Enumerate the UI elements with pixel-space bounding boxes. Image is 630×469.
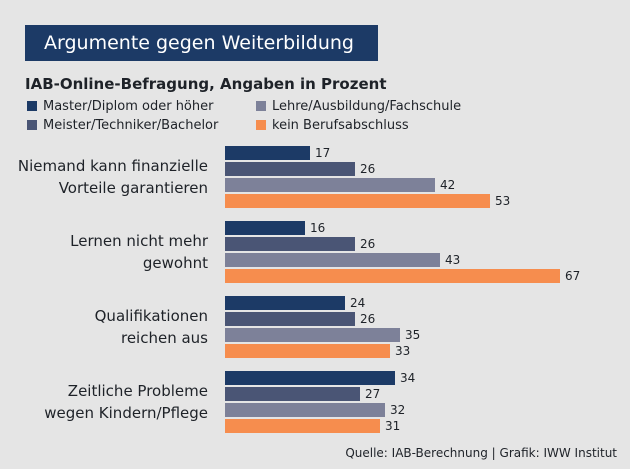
- category-label-line: Zeitliche Probleme: [67, 382, 208, 400]
- data-label: 16: [310, 221, 326, 235]
- bar: [225, 269, 560, 283]
- data-label: 35: [405, 328, 421, 342]
- bar: [225, 253, 440, 267]
- data-label: 27: [365, 387, 381, 401]
- bar: [225, 194, 490, 208]
- bar: [225, 162, 355, 176]
- bar: [225, 419, 380, 433]
- data-label: 32: [390, 403, 406, 417]
- category-label-line: Niemand kann finanzielle: [17, 157, 208, 175]
- bar: [225, 328, 400, 342]
- data-label: 67: [565, 269, 581, 283]
- legend-item: Meister/Techniker/Bachelor: [27, 116, 218, 134]
- legend-swatch: [27, 101, 37, 111]
- data-label: 24: [350, 296, 366, 310]
- data-label: 53: [495, 194, 511, 208]
- data-label: 26: [360, 162, 376, 176]
- category-label: Lernen nicht mehr gewohnt: [70, 230, 208, 274]
- bar: [225, 387, 360, 401]
- legend-item: Lehre/Ausbildung/Fachschule: [256, 97, 461, 115]
- data-label: 42: [440, 178, 456, 192]
- category-label-line: gewohnt: [142, 254, 208, 272]
- bar: [225, 178, 435, 192]
- bar: [225, 221, 305, 235]
- data-label: 43: [445, 253, 461, 267]
- bar: [225, 146, 310, 160]
- bar: [225, 344, 390, 358]
- legend-item: kein Berufsabschluss: [256, 116, 409, 134]
- category-label: Qualifikationen reichen aus: [95, 305, 208, 349]
- source-note: Quelle: IAB-Berechnung | Grafik: IWW Ins…: [345, 446, 617, 460]
- bar: [225, 403, 385, 417]
- chart-title: Argumente gegen Weiterbildung: [25, 25, 378, 61]
- category-label-line: Lernen nicht mehr: [70, 232, 208, 250]
- legend-label: Meister/Techniker/Bachelor: [43, 117, 219, 133]
- data-label: 26: [360, 312, 376, 326]
- data-label: 17: [315, 146, 331, 160]
- bar: [225, 371, 395, 385]
- legend-swatch: [256, 101, 266, 111]
- data-label: 31: [385, 419, 401, 433]
- category-label-line: wegen Kindern/Pflege: [44, 404, 208, 422]
- chart-subtitle: IAB-Online-Befragung, Angaben in Prozent: [25, 75, 387, 93]
- bar: [225, 312, 355, 326]
- data-label: 26: [360, 237, 376, 251]
- legend-swatch: [27, 120, 37, 130]
- category-label-line: reichen aus: [120, 329, 208, 347]
- category-label: Niemand kann finanzielle Vorteile garanti…: [18, 155, 208, 199]
- legend-label: kein Berufsabschluss: [272, 117, 409, 133]
- data-label: 34: [400, 371, 416, 385]
- category-label: Zeitliche Probleme wegen Kindern/Pflege: [44, 380, 208, 424]
- legend-label: Lehre/Ausbildung/Fachschule: [272, 98, 462, 114]
- bar: [225, 237, 355, 251]
- legend-item: Master/Diplom oder höher: [27, 97, 213, 115]
- data-label: 33: [395, 344, 411, 358]
- category-label-line: Qualifikationen: [94, 307, 208, 325]
- legend-label: Master/Diplom oder höher: [43, 98, 214, 114]
- legend-swatch: [256, 120, 266, 130]
- bar: [225, 296, 345, 310]
- category-label-line: Vorteile garantieren: [58, 179, 208, 197]
